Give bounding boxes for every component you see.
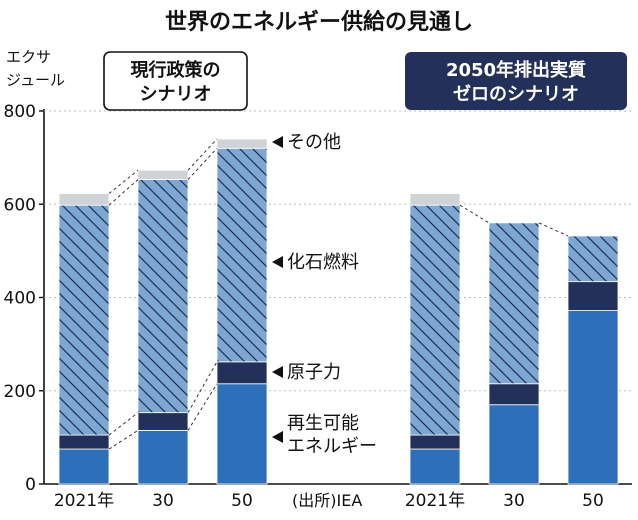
scenario-label-line2: ゼロのシナリオ bbox=[453, 83, 579, 105]
connector-other bbox=[108, 169, 139, 194]
y-tick-label: 800 bbox=[4, 102, 36, 122]
bar-segment-nuclear bbox=[409, 434, 461, 450]
bar-segment-fossil bbox=[137, 179, 189, 414]
unit-label-line2: ジュール bbox=[6, 71, 65, 89]
layer-label-renewable: 再生可能 エネルギー bbox=[272, 413, 377, 457]
x-tick-label: 50 bbox=[582, 491, 604, 511]
scenario-label-current-policy: 現行政策の シナリオ bbox=[103, 51, 248, 111]
unit-label-line1: エクサ bbox=[6, 48, 51, 66]
connector-other bbox=[187, 138, 218, 171]
layer-label-renewable-line1: 再生可能 bbox=[287, 413, 359, 434]
bars bbox=[58, 138, 619, 485]
bar-segment-renewable bbox=[216, 383, 268, 485]
bar-segment-nuclear bbox=[216, 361, 268, 385]
bar-segment-renewable bbox=[58, 448, 110, 485]
pointer-triangle-icon bbox=[272, 256, 283, 268]
bar-segment-renewable bbox=[567, 310, 619, 485]
x-tick-label: 2021年 bbox=[54, 491, 114, 511]
connector-nuclear bbox=[108, 412, 139, 436]
connector-fossil bbox=[459, 204, 490, 224]
x-tick-label: 50 bbox=[231, 491, 253, 511]
bar-segment-renewable bbox=[409, 448, 461, 485]
bar-segment-fossil bbox=[216, 147, 268, 363]
bar-segment-fossil bbox=[58, 204, 110, 436]
bar-segment-nuclear bbox=[137, 412, 189, 431]
bar-segment-fossil bbox=[567, 235, 619, 283]
x-tick-label: 2021年 bbox=[405, 491, 465, 511]
bar-segment-other bbox=[137, 169, 189, 180]
bar-segment-renewable bbox=[137, 429, 189, 485]
bar-segment-other bbox=[58, 193, 110, 206]
x-tick-label: 30 bbox=[503, 491, 525, 511]
scenario-label-net-zero: 2050年排出実質 ゼロのシナリオ bbox=[405, 52, 627, 110]
y-tick-label: 600 bbox=[4, 195, 36, 215]
pointer-triangle-icon bbox=[272, 431, 283, 443]
layer-label-renewable-line2: エネルギー bbox=[287, 436, 377, 457]
connector-fossil bbox=[108, 179, 139, 206]
x-axis-labels: 2021年 30 50 2021年 30 50 bbox=[54, 491, 604, 511]
bar-segment-nuclear bbox=[488, 383, 540, 406]
pointer-triangle-icon bbox=[272, 136, 283, 148]
connector-renewable bbox=[187, 383, 218, 431]
connector-fossil bbox=[187, 147, 218, 180]
layer-label-other: その他 bbox=[272, 132, 341, 153]
scenario-label-box bbox=[103, 51, 248, 111]
x-tick-label: 30 bbox=[152, 491, 174, 511]
connector-nuclear bbox=[187, 361, 218, 413]
bar-segment-fossil bbox=[409, 204, 461, 436]
connector-fossil bbox=[538, 222, 569, 237]
connector-renewable bbox=[108, 429, 139, 450]
y-tick-label: 400 bbox=[4, 289, 36, 309]
bar-segment-renewable bbox=[488, 404, 540, 485]
layer-label-nuclear: 原子力 bbox=[272, 362, 341, 383]
layer-label-nuclear-text: 原子力 bbox=[287, 362, 341, 383]
y-tick-label: 200 bbox=[4, 382, 36, 402]
bar-segment-fossil bbox=[488, 222, 540, 385]
source-note: (出所)IEA bbox=[292, 491, 362, 510]
bar-segment-other bbox=[409, 193, 461, 206]
scenario-label-line1: 2050年排出実質 bbox=[446, 59, 586, 81]
scenario-label-line1: 現行政策の bbox=[131, 59, 221, 81]
chart-title: 世界のエネルギー供給の見通し bbox=[165, 9, 473, 35]
layer-label-other-text: その他 bbox=[287, 132, 341, 153]
y-tick-label: 0 bbox=[25, 475, 36, 495]
scenario-label-box bbox=[405, 52, 627, 110]
layer-label-fossil: 化石燃料 bbox=[272, 252, 359, 273]
pointer-triangle-icon bbox=[272, 366, 283, 378]
connector-lines bbox=[108, 138, 569, 450]
scenario-label-line2: シナリオ bbox=[140, 84, 212, 105]
bar-segment-nuclear bbox=[567, 281, 619, 311]
layer-label-fossil-text: 化石燃料 bbox=[287, 252, 359, 273]
bar-segment-other bbox=[216, 138, 268, 149]
bar-segment-nuclear bbox=[58, 434, 110, 450]
